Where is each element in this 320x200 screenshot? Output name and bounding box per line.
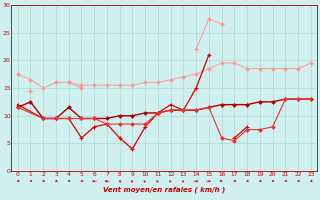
X-axis label: Vent moyen/en rafales ( km/h ): Vent moyen/en rafales ( km/h ): [103, 187, 225, 193]
